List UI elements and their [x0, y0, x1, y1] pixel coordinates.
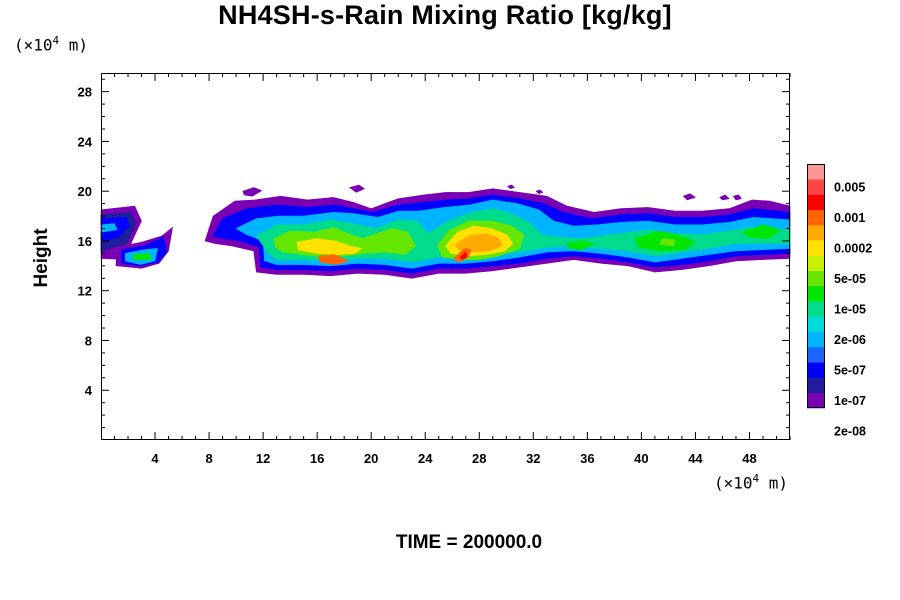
contour-region-23	[742, 224, 781, 239]
colorbar-swatch-15	[807, 164, 825, 180]
colorbar-swatch-9	[807, 255, 825, 272]
y-axis-unit: (×104 m)	[14, 34, 88, 54]
colorbar-swatch-8	[807, 270, 825, 287]
y-tick-label-12: 12	[78, 284, 92, 299]
legend-label-5: 2e-06	[834, 333, 866, 347]
colorbar-swatch-10	[807, 240, 825, 256]
x-tick-label-8: 8	[205, 451, 212, 466]
x-tick-label-12: 12	[256, 451, 270, 466]
y-tick-label-28: 28	[78, 85, 92, 100]
x-tick-label-16: 16	[310, 451, 324, 466]
x-unit-exponent: 4	[752, 472, 760, 485]
y-tick-label-20: 20	[78, 184, 92, 199]
colorbar-swatch-12	[807, 209, 825, 226]
time-footer: TIME = 200000.0	[395, 532, 543, 553]
contour-region-22	[659, 238, 676, 247]
legend-label-3: 5e-05	[834, 272, 866, 286]
y-unit-exponent: 4	[52, 34, 60, 47]
x-unit-suffix: m)	[759, 473, 789, 493]
x-tick-label-20: 20	[364, 451, 378, 466]
x-tick-label-44: 44	[688, 451, 703, 466]
colorbar-frame	[807, 164, 825, 408]
contour-region-20	[566, 240, 595, 250]
contour-region-7	[133, 253, 152, 260]
legend-label-0: 0.005	[834, 181, 865, 195]
contour-region-13	[296, 238, 363, 255]
contour-region-30	[535, 189, 544, 194]
y-tick-label-16: 16	[78, 234, 92, 249]
legend-label-6: 5e-07	[834, 364, 866, 378]
contour-region-25	[349, 184, 365, 193]
contour-region-14	[318, 254, 349, 265]
y-unit-prefix: (×10	[14, 35, 53, 55]
x-tick-label-36: 36	[580, 451, 594, 466]
contour-region-19	[460, 251, 468, 260]
colorbar-swatch-7	[807, 286, 825, 302]
contour-region-29	[507, 184, 515, 189]
y-unit-suffix: m)	[59, 35, 89, 55]
colorbar-swatch-0	[807, 392, 825, 409]
contour-region-27	[719, 194, 730, 201]
x-tick-label-4: 4	[151, 451, 159, 466]
colorbar-swatch-1	[807, 377, 825, 394]
chart-title: NH4SH-s-Rain Mixing Ratio [kg/kg]	[218, 0, 672, 30]
legend-label-7: 1e-07	[834, 394, 866, 408]
contour-region-28	[732, 194, 742, 201]
legend-label-1: 0.001	[834, 211, 865, 225]
x-tick-label-48: 48	[742, 451, 756, 466]
x-tick-label-40: 40	[634, 451, 648, 466]
colorbar-swatch-5	[807, 316, 825, 333]
plot-frame	[101, 73, 790, 440]
contour-region-26	[682, 193, 696, 201]
colorbar-swatch-2	[807, 362, 825, 378]
legend-label-8: 2e-08	[834, 425, 866, 439]
y-tick-label-4: 4	[85, 383, 93, 398]
y-tick-label-8: 8	[85, 333, 92, 348]
colorbar-swatch-4	[807, 331, 825, 348]
legend-label-2: 0.0002	[834, 242, 872, 256]
x-tick-label-24: 24	[418, 451, 433, 466]
x-unit-prefix: (×10	[714, 473, 753, 493]
x-axis-unit: (×104 m)	[714, 472, 788, 492]
colorbar-swatch-3	[807, 347, 825, 363]
colorbar-swatch-6	[807, 301, 825, 317]
colorbar-swatch-13	[807, 194, 825, 211]
contour-region-24	[242, 187, 263, 197]
y-tick-label-24: 24	[78, 134, 93, 149]
legend-label-4: 1e-05	[834, 303, 866, 317]
colorbar-swatch-14	[807, 179, 825, 195]
colorbar-swatch-11	[807, 225, 825, 241]
x-tick-label-32: 32	[526, 451, 540, 466]
x-tick-label-28: 28	[472, 451, 486, 466]
